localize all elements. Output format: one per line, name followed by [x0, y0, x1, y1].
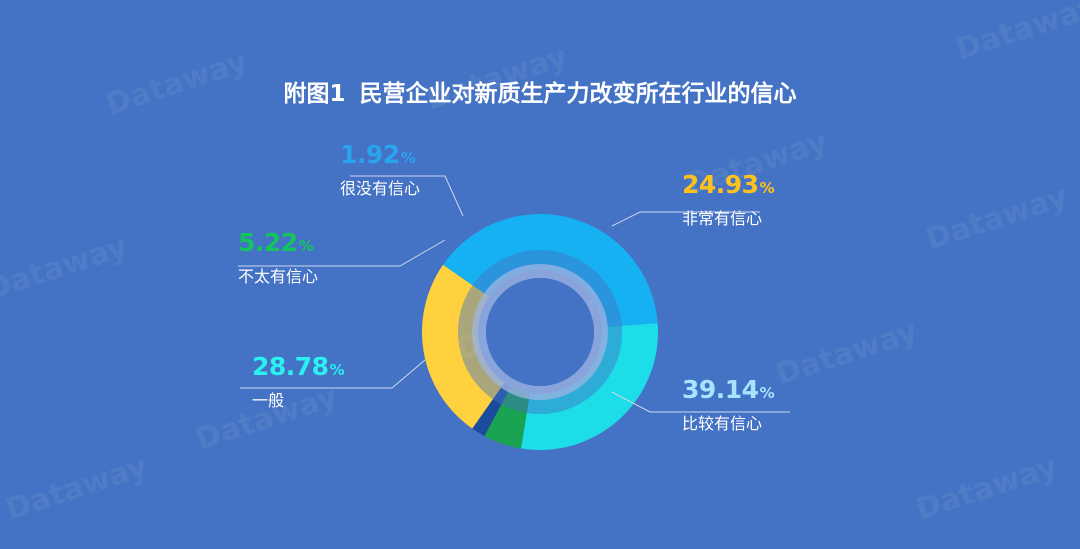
- slice-4-label: 5.22% 不太有信心: [238, 228, 318, 287]
- slice-2-unit: %: [759, 384, 775, 402]
- slice-2-percent: 39.14%: [682, 375, 775, 404]
- slice-3-label: 28.78% 一般: [252, 352, 345, 411]
- slice-1-outer: [422, 264, 493, 429]
- slice-2-leader-line: [611, 391, 790, 413]
- slice-2-outer: [443, 213, 658, 326]
- chart-title-text: 民营企业对新质生产力改变所在行业的信心: [359, 81, 797, 107]
- slice-3-leader-line: [240, 359, 426, 389]
- chart-title: 附图1 民营企业对新质生产力改变所在行业的信心: [0, 74, 1080, 108]
- slice-3-percent: 28.78%: [252, 352, 345, 381]
- donut-inner-ring: [472, 264, 608, 400]
- donut-hole: [486, 278, 594, 386]
- slice-1-name: 非常有信心: [682, 209, 763, 228]
- slice-4-outer: [484, 404, 527, 449]
- slice-1-value: 24.93: [682, 170, 759, 199]
- slice-5-percent: 1.92%: [340, 140, 420, 169]
- slice-1-percent: 24.93%: [682, 170, 775, 199]
- slice-1-leader-line: [611, 211, 760, 227]
- svg-text:Dataway: Dataway: [2, 449, 152, 528]
- slice-5-label: 1.92% 很没有信心: [340, 140, 420, 199]
- svg-text:Dataway: Dataway: [912, 449, 1062, 528]
- slice-5-leader-line: [350, 175, 464, 217]
- slice-5-outer: [472, 399, 502, 437]
- svg-text:Dataway: Dataway: [922, 179, 1072, 258]
- svg-text:Dataway: Dataway: [0, 229, 132, 308]
- slice-2-value: 39.14: [682, 375, 759, 404]
- slice-2-name: 比较有信心: [682, 414, 763, 433]
- slice-4-name: 不太有信心: [238, 267, 319, 286]
- svg-text:Dataway: Dataway: [772, 314, 922, 393]
- slice-3-value: 28.78: [252, 352, 329, 381]
- chart-title-prefix: 附图1: [283, 81, 346, 107]
- slice-4-percent: 5.22%: [238, 228, 318, 257]
- slice-2-inner: [472, 250, 622, 328]
- slice-2-label: 39.14% 比较有信心: [682, 375, 775, 434]
- slice-3-unit: %: [329, 361, 345, 379]
- slice-3-name: 一般: [252, 391, 285, 410]
- slice-3-outer: [520, 323, 659, 450]
- slice-1-unit: %: [759, 179, 775, 197]
- slice-5-unit: %: [400, 149, 416, 167]
- slice-1-inner: [458, 285, 505, 400]
- slice-4-value: 5.22: [238, 228, 298, 257]
- slice-5-value: 1.92: [340, 140, 400, 169]
- slice-3-inner: [526, 325, 622, 414]
- slice-4-unit: %: [298, 237, 314, 255]
- slice-4-leader-line: [238, 239, 446, 267]
- slice-5-name: 很没有信心: [340, 179, 421, 198]
- svg-text:Dataway: Dataway: [952, 0, 1080, 68]
- slice-1-label: 24.93% 非常有信心: [682, 170, 775, 229]
